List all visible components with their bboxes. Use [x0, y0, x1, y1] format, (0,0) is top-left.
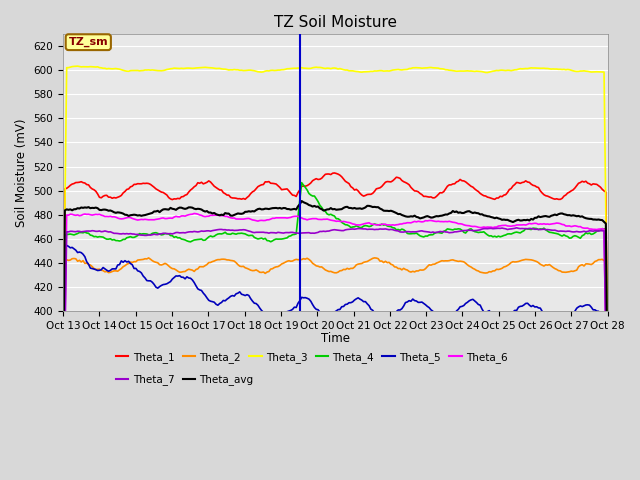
Theta_avg	[298, 198, 305, 204]
Theta_4	[383, 223, 391, 229]
Theta_3	[394, 67, 402, 72]
Line: Theta_4: Theta_4	[63, 183, 608, 421]
Theta_7	[59, 454, 67, 460]
Line: Theta_avg: Theta_avg	[63, 201, 608, 414]
Theta_5	[394, 307, 402, 313]
X-axis label: Time: Time	[321, 333, 350, 346]
Theta_6	[555, 220, 563, 226]
Theta_4	[394, 227, 402, 232]
Theta_7	[61, 341, 68, 347]
Theta_6	[383, 222, 391, 228]
Theta_7	[604, 453, 612, 459]
Theta_3	[555, 66, 563, 72]
Theta_1	[59, 387, 67, 393]
Theta_1	[394, 175, 402, 180]
Line: Theta_1: Theta_1	[63, 173, 608, 393]
Theta_2	[61, 256, 68, 262]
Theta_6	[59, 444, 67, 450]
Theta_6	[520, 222, 528, 228]
Theta_2	[394, 266, 402, 272]
Theta_1	[331, 170, 339, 176]
Theta_6	[190, 211, 198, 216]
Theta_7	[555, 228, 563, 234]
Text: TZ_sm: TZ_sm	[68, 37, 108, 48]
Theta_avg	[604, 411, 612, 417]
Theta_6	[604, 452, 612, 458]
Theta_2	[385, 260, 393, 265]
Theta_avg	[59, 402, 67, 408]
Theta_1	[385, 179, 393, 185]
Line: Theta_5: Theta_5	[63, 245, 608, 480]
Line: Theta_3: Theta_3	[63, 66, 608, 361]
Theta_avg	[555, 211, 563, 217]
Theta_1	[61, 186, 68, 192]
Theta_7	[383, 227, 391, 232]
Theta_3	[61, 210, 68, 216]
Theta_4	[298, 180, 305, 186]
Theta_3	[74, 63, 81, 69]
Theta_3	[520, 66, 528, 72]
Theta_3	[385, 68, 393, 74]
Theta_3	[383, 68, 391, 74]
Theta_7	[381, 226, 389, 232]
Line: Theta_2: Theta_2	[63, 258, 608, 437]
Theta_5	[63, 242, 70, 248]
Theta_5	[604, 477, 612, 480]
Theta_4	[385, 224, 393, 229]
Theta_7	[520, 226, 528, 231]
Theta_1	[604, 390, 612, 396]
Theta_2	[555, 268, 563, 274]
Theta_2	[371, 255, 378, 261]
Theta_7	[513, 225, 520, 231]
Theta_5	[520, 302, 528, 308]
Theta_6	[61, 328, 68, 334]
Theta_1	[555, 196, 563, 202]
Theta_2	[59, 434, 67, 440]
Title: TZ Soil Moisture: TZ Soil Moisture	[274, 15, 397, 30]
Legend: Theta_7, Theta_avg: Theta_7, Theta_avg	[112, 370, 257, 389]
Theta_2	[604, 434, 612, 440]
Theta_5	[385, 313, 393, 319]
Theta_avg	[383, 208, 391, 214]
Theta_4	[555, 231, 563, 237]
Theta_7	[392, 228, 400, 234]
Theta_6	[394, 222, 402, 228]
Theta_4	[520, 228, 528, 234]
Theta_5	[555, 315, 563, 321]
Theta_2	[383, 260, 391, 265]
Theta_4	[61, 232, 68, 238]
Theta_3	[59, 355, 67, 361]
Theta_1	[383, 179, 391, 184]
Y-axis label: Soil Moisture (mV): Soil Moisture (mV)	[15, 119, 28, 227]
Theta_5	[61, 242, 68, 248]
Theta_2	[520, 257, 528, 263]
Line: Theta_7: Theta_7	[63, 228, 608, 457]
Theta_4	[604, 415, 612, 420]
Theta_5	[59, 426, 67, 432]
Theta_6	[385, 222, 393, 228]
Theta_avg	[394, 211, 402, 217]
Theta_avg	[385, 208, 393, 214]
Theta_avg	[61, 207, 68, 213]
Theta_4	[59, 419, 67, 424]
Line: Theta_6: Theta_6	[63, 214, 608, 455]
Theta_5	[383, 312, 391, 317]
Theta_3	[604, 358, 612, 364]
Theta_avg	[520, 217, 528, 223]
Theta_1	[520, 180, 528, 185]
